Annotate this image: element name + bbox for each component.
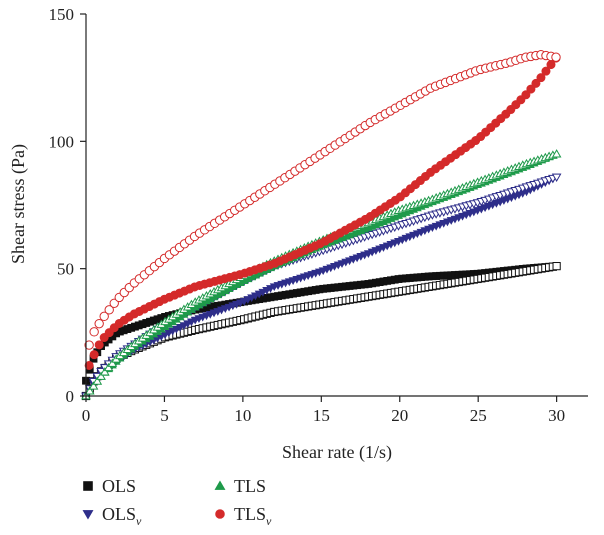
y-ticks: 0 50 100 150	[49, 5, 86, 406]
data-point-marker	[94, 340, 104, 350]
data-point-marker	[94, 318, 104, 329]
legend-series-subscript: v	[136, 514, 142, 528]
legend-marker	[214, 480, 226, 490]
curve-solid	[84, 53, 561, 370]
legend-series-subscript: v	[266, 514, 272, 528]
x-tick-label: 30	[548, 406, 565, 425]
legend-entry: OLS	[83, 476, 136, 496]
legend-label: OLS	[102, 476, 136, 496]
plot-content	[81, 50, 562, 401]
legend-marker	[215, 509, 225, 519]
x-tick-label: 5	[160, 406, 169, 425]
legend-series-name: OLS	[102, 476, 136, 496]
data-point-marker	[89, 350, 99, 360]
x-tick-label: 15	[313, 406, 330, 425]
data-point-marker	[521, 90, 531, 100]
data-point-marker	[96, 371, 106, 380]
data-point-marker	[84, 360, 94, 370]
legend-label: TLSv	[234, 504, 272, 528]
legend-series-name: OLS	[102, 504, 136, 524]
y-axis-title: Shear stress (Pa)	[8, 144, 29, 264]
legend-series-name: TLS	[234, 476, 266, 496]
series-tlsv	[84, 50, 561, 370]
legend-entry: TLSv	[215, 504, 272, 528]
data-point-marker	[84, 386, 95, 395]
x-tick-label: 0	[82, 406, 91, 425]
x-ticks: 0 5 10 15 20 25 30	[82, 396, 565, 425]
y-tick-label: 150	[49, 5, 75, 24]
series-tls	[81, 149, 562, 400]
data-point-marker	[89, 327, 99, 337]
data-point-marker	[109, 298, 119, 309]
data-point-marker	[99, 367, 110, 376]
legend-entry: OLSv	[82, 504, 142, 528]
data-point-marker	[99, 311, 109, 322]
legend-entry: TLS	[214, 476, 266, 496]
data-point-marker	[526, 84, 536, 94]
x-tick-label: 10	[234, 406, 251, 425]
y-tick-label: 0	[66, 387, 75, 406]
x-axis-title: Shear rate (1/s)	[282, 442, 392, 463]
data-point-marker	[551, 173, 562, 182]
data-point-marker	[536, 73, 546, 83]
axes	[85, 14, 588, 397]
x-tick-label: 20	[391, 406, 408, 425]
legend-label: TLS	[234, 476, 266, 496]
data-point-marker	[551, 52, 561, 62]
data-point-marker	[541, 66, 551, 76]
data-point-marker	[92, 376, 103, 385]
data-point-marker	[531, 78, 541, 88]
y-tick-label: 50	[57, 260, 74, 279]
y-tick-label: 100	[49, 132, 75, 151]
data-point-marker	[104, 305, 114, 315]
x-tick-label: 25	[470, 406, 487, 425]
legend-series-name: TLS	[234, 504, 266, 524]
legend-marker	[83, 481, 93, 491]
data-point-marker	[103, 362, 114, 372]
data-point-marker	[552, 262, 561, 271]
curve-open	[84, 50, 561, 350]
data-point-marker	[84, 340, 94, 350]
series-ols	[81, 262, 561, 401]
data-point-marker	[551, 149, 562, 158]
legend-marker	[82, 510, 94, 520]
data-point-marker	[107, 358, 118, 367]
legend-label: OLSv	[102, 504, 142, 528]
data-point-marker	[88, 381, 99, 390]
